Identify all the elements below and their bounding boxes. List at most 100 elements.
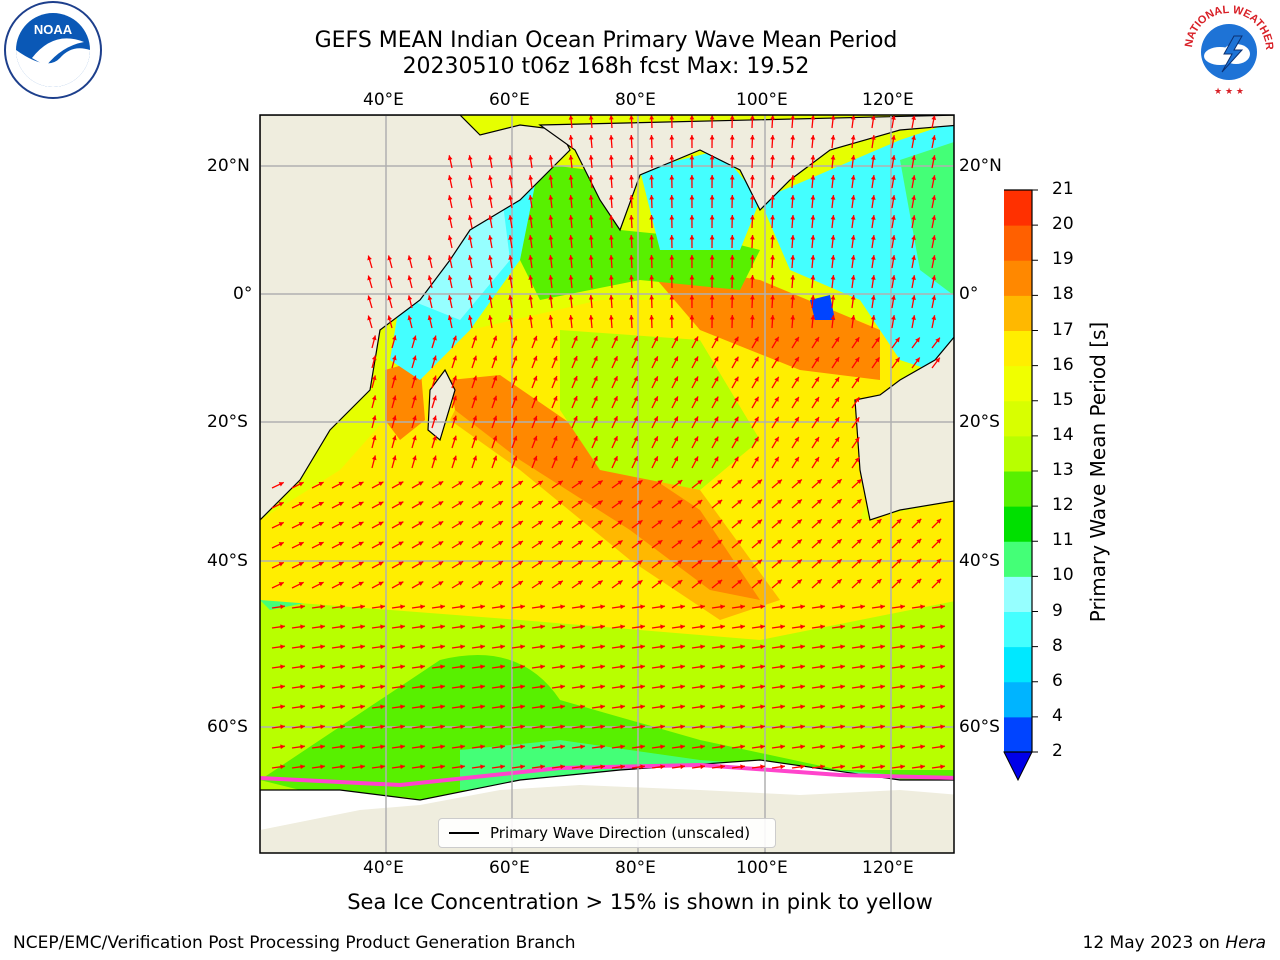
wave-arrow-head	[757, 519, 762, 525]
wave-arrow-head	[891, 175, 896, 180]
wave-arrow-head	[360, 744, 365, 750]
wave-arrow-head	[660, 744, 665, 750]
wave-arrow-head	[830, 115, 836, 120]
wave-arrow-head	[400, 644, 405, 650]
wave-arrow-head	[850, 275, 856, 280]
wave-arrow-head	[834, 437, 840, 443]
wave-arrow-head	[754, 336, 759, 342]
wave-arrow-head	[629, 315, 634, 320]
wave-arrow-head	[830, 135, 836, 140]
wave-arrow-head	[548, 255, 554, 260]
wave-arrow-head	[532, 355, 538, 361]
wave-arrow-head	[608, 195, 614, 200]
lat-tick-right: 20°N	[959, 156, 1002, 176]
colorbar	[1003, 189, 1038, 782]
wave-arrow-head	[669, 135, 675, 140]
wave-arrow-head	[870, 115, 876, 120]
wave-arrow-head	[796, 499, 802, 505]
wave-arrow-head	[378, 581, 384, 587]
wave-arrow-head	[734, 356, 739, 362]
wave-arrow-head	[920, 724, 925, 730]
wave-arrow-head	[532, 455, 538, 461]
wave-arrow-head	[360, 704, 365, 710]
wave-arrow-head	[720, 744, 725, 750]
colorbar-swatch	[1004, 260, 1032, 296]
wave-arrow-head	[689, 315, 695, 320]
colorbar-swatch	[1004, 400, 1032, 437]
wave-arrow-head	[593, 456, 598, 462]
wave-arrow-head	[840, 704, 845, 710]
wave-arrow-head	[720, 684, 725, 690]
wave-arrow-head	[358, 541, 364, 547]
wave-arrow-head	[300, 624, 305, 630]
map-title: GEFS MEAN Indian Ocean Primary Wave Mean…	[314, 28, 898, 53]
wave-arrow-head	[438, 561, 444, 566]
wave-arrow-head	[629, 195, 634, 200]
wave-arrow-head	[488, 315, 493, 320]
wave-arrow-head	[278, 482, 284, 487]
wave-arrow-head	[677, 480, 683, 485]
wave-arrow-head	[420, 644, 425, 650]
wave-arrow-head	[407, 275, 413, 281]
wave-arrow-head	[931, 295, 937, 301]
wave-arrow-head	[498, 581, 504, 586]
wave-arrow-head	[780, 704, 785, 710]
wave-arrow-head	[378, 501, 384, 507]
wave-arrow-head	[891, 255, 896, 260]
wave-arrow-head	[717, 499, 723, 505]
wave-arrow-head	[480, 684, 485, 690]
wave-arrow-head	[911, 115, 916, 120]
wave-arrow-head	[412, 375, 417, 381]
wave-arrow-head	[900, 624, 905, 630]
wave-arrow-head	[608, 255, 614, 260]
wave-arrow-head	[633, 436, 638, 442]
wave-arrow-head	[467, 215, 473, 221]
wave-arrow-head	[874, 357, 880, 363]
wave-arrow-head	[680, 624, 685, 630]
wave-arrow-head	[560, 664, 565, 670]
wave-arrow-head	[810, 175, 816, 180]
wave-arrow-head	[794, 436, 799, 442]
colorbar-tick-label: 11	[1052, 530, 1074, 551]
wave-arrow-head	[790, 175, 796, 180]
wave-arrow-head	[850, 295, 856, 300]
lon-tick-top: 100°E	[736, 90, 788, 110]
wave-arrow-head	[560, 644, 565, 650]
wave-arrow-head	[371, 455, 377, 461]
wave-arrow-head	[900, 604, 905, 610]
wave-arrow-head	[693, 456, 699, 462]
wave-arrow-head	[367, 295, 372, 301]
wave-arrow-head	[680, 704, 685, 710]
wave-arrow-head	[740, 704, 745, 710]
wave-arrow-head	[420, 744, 425, 750]
map-frame	[259, 114, 955, 854]
wave-arrow-head	[854, 437, 860, 443]
wave-arrow-head	[452, 395, 457, 401]
wave-arrow-head	[810, 195, 816, 200]
wave-arrow-head	[520, 744, 525, 750]
wave-arrow-head	[360, 644, 365, 650]
wave-arrow-head	[693, 376, 699, 382]
wave-arrow-head	[358, 521, 364, 527]
wave-arrow-head	[412, 415, 417, 421]
wave-arrow-head	[840, 744, 845, 750]
wave-arrow-head	[629, 255, 634, 260]
wave-arrow-head	[749, 175, 755, 180]
wave-arrow-head	[713, 416, 719, 422]
period-13-central	[560, 330, 760, 490]
legend-label: Primary Wave Direction (unscaled)	[490, 824, 751, 842]
wave-arrow-head	[700, 624, 705, 630]
wave-arrow-head	[680, 744, 685, 750]
wave-arrow-head	[400, 604, 405, 610]
wave-arrow-head	[834, 377, 840, 383]
wave-arrow-head	[677, 540, 683, 545]
colorbar-tick-label: 10	[1052, 565, 1074, 586]
footer-date: 12 May 2023 on	[1082, 933, 1226, 953]
wave-arrow-head	[770, 115, 775, 120]
wave-arrow-head	[780, 624, 785, 630]
wave-arrow-head	[920, 664, 925, 670]
wave-arrow-head	[916, 578, 922, 584]
wave-arrow-head	[816, 579, 822, 585]
wave-arrow-head	[447, 295, 453, 301]
wave-arrow-head	[280, 744, 285, 750]
